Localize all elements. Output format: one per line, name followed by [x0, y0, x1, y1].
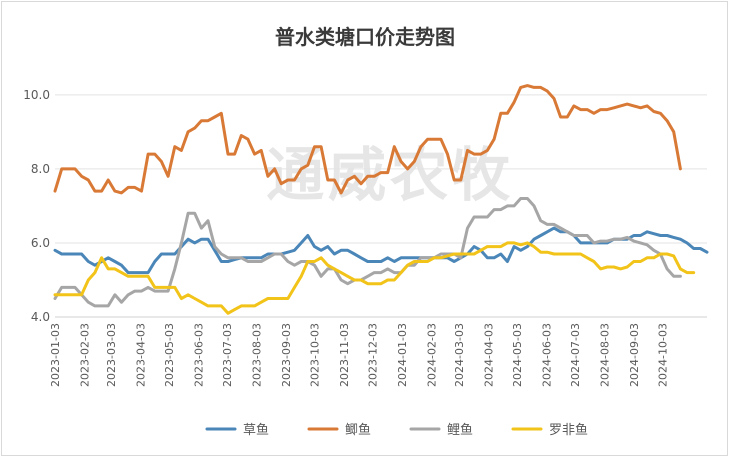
x-tick-label: 2023-01-03	[49, 323, 62, 387]
x-tick-label: 2023-02-03	[78, 323, 91, 387]
legend: 草鱼 鲫鱼 鲤鱼 罗非鱼	[205, 422, 588, 438]
x-tick-label: 2024-09-03	[628, 323, 641, 387]
x-tick-label: 2023-06-03	[193, 323, 206, 387]
legend-label: 罗非鱼	[549, 422, 588, 438]
x-tick-label: 2023-08-03	[250, 323, 263, 387]
x-tick-label: 2024-07-03	[569, 323, 582, 387]
series-line-鲤鱼	[53, 197, 682, 308]
series-line-鲫鱼	[53, 84, 682, 195]
x-tick-label: 2024-01-03	[396, 323, 409, 387]
y-tick-label: 6.0	[31, 236, 50, 250]
x-tick-label: 2023-07-03	[221, 323, 234, 387]
legend-label: 鲤鱼	[447, 422, 473, 438]
x-tick-label: 2023-09-03	[280, 323, 293, 387]
x-tick-label: 2023-04-03	[135, 323, 148, 387]
x-tick-label: 2023-03-03	[105, 323, 118, 387]
y-tick-label: 8.0	[31, 162, 50, 176]
x-tick-label: 2023-11-03	[338, 323, 351, 387]
x-tick-label: 2023-10-03	[308, 323, 321, 387]
x-tick-label: 2024-08-03	[598, 323, 611, 387]
x-tick-label: 2023-05-03	[163, 323, 176, 387]
x-tick-label: 2023-12-03	[366, 323, 379, 387]
y-axis-ticks: 4.0 6.0 8.0 10.0	[23, 88, 50, 324]
x-axis-ticks: 2023-01-03 2023-02-03 2023-03-03 2023-04-03…	[49, 323, 669, 387]
y-tick-label: 4.0	[31, 310, 50, 324]
x-tick-label: 2024-05-03	[511, 323, 524, 387]
series-line-罗非鱼	[53, 241, 696, 315]
watermark-text: 通威农牧	[266, 141, 514, 209]
legend-label: 鲫鱼	[345, 422, 371, 438]
x-tick-label: 2024-02-03	[425, 323, 438, 387]
x-tick-label: 2024-04-03	[482, 323, 495, 387]
x-tick-label: 2024-06-03	[540, 323, 553, 387]
legend-label: 草鱼	[243, 422, 269, 438]
y-tick-label: 10.0	[23, 88, 50, 102]
x-tick-label: 2024-10-03	[656, 323, 669, 387]
chart-title: 普水类塘口价走势图	[275, 25, 455, 49]
series-lines	[53, 84, 709, 315]
x-tick-label: 2024-03-03	[453, 323, 466, 387]
